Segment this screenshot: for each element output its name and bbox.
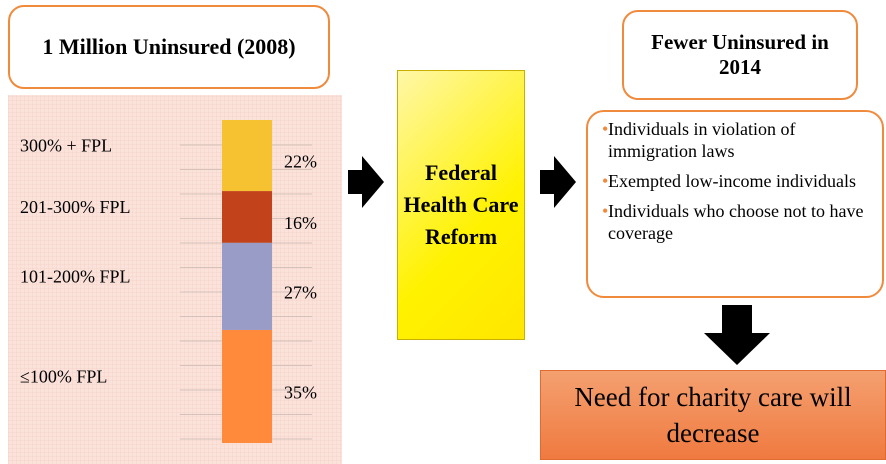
value-label: 27% [284, 282, 317, 302]
list-box: Individuals in violation of immigration … [586, 110, 884, 298]
reform-text: Federal Health Care Reform [403, 160, 519, 249]
conclusion-text: Need for charity care will decrease [574, 382, 852, 448]
bar-segment [222, 242, 272, 330]
category-label: ≤100% FPL [20, 367, 107, 387]
category-label: 201-300% FPL [20, 197, 131, 217]
category-label: 300% + FPL [20, 136, 112, 156]
arrow [348, 156, 384, 208]
bar-segment [222, 191, 272, 243]
bar-segment [222, 120, 272, 192]
arrow [540, 156, 576, 208]
category-label: 101-200% FPL [20, 266, 131, 286]
chart-background [8, 95, 342, 464]
list-item: Individuals in violation of immigration … [602, 118, 874, 162]
bar-segment [222, 329, 272, 443]
value-label: 35% [284, 383, 317, 403]
left-title: 1 Million Uninsured (2008) [8, 5, 330, 89]
arrow [704, 305, 770, 365]
list-item: Individuals who choose not to have cover… [602, 200, 874, 244]
right-title: Fewer Uninsured in 2014 [622, 10, 858, 100]
value-label: 16% [284, 213, 317, 233]
conclusion-box: Need for charity care will decrease [540, 370, 886, 460]
reform-box: Federal Health Care Reform [397, 70, 525, 340]
value-label: 22% [284, 152, 317, 172]
list-item: Exempted low-income individuals [602, 170, 874, 192]
